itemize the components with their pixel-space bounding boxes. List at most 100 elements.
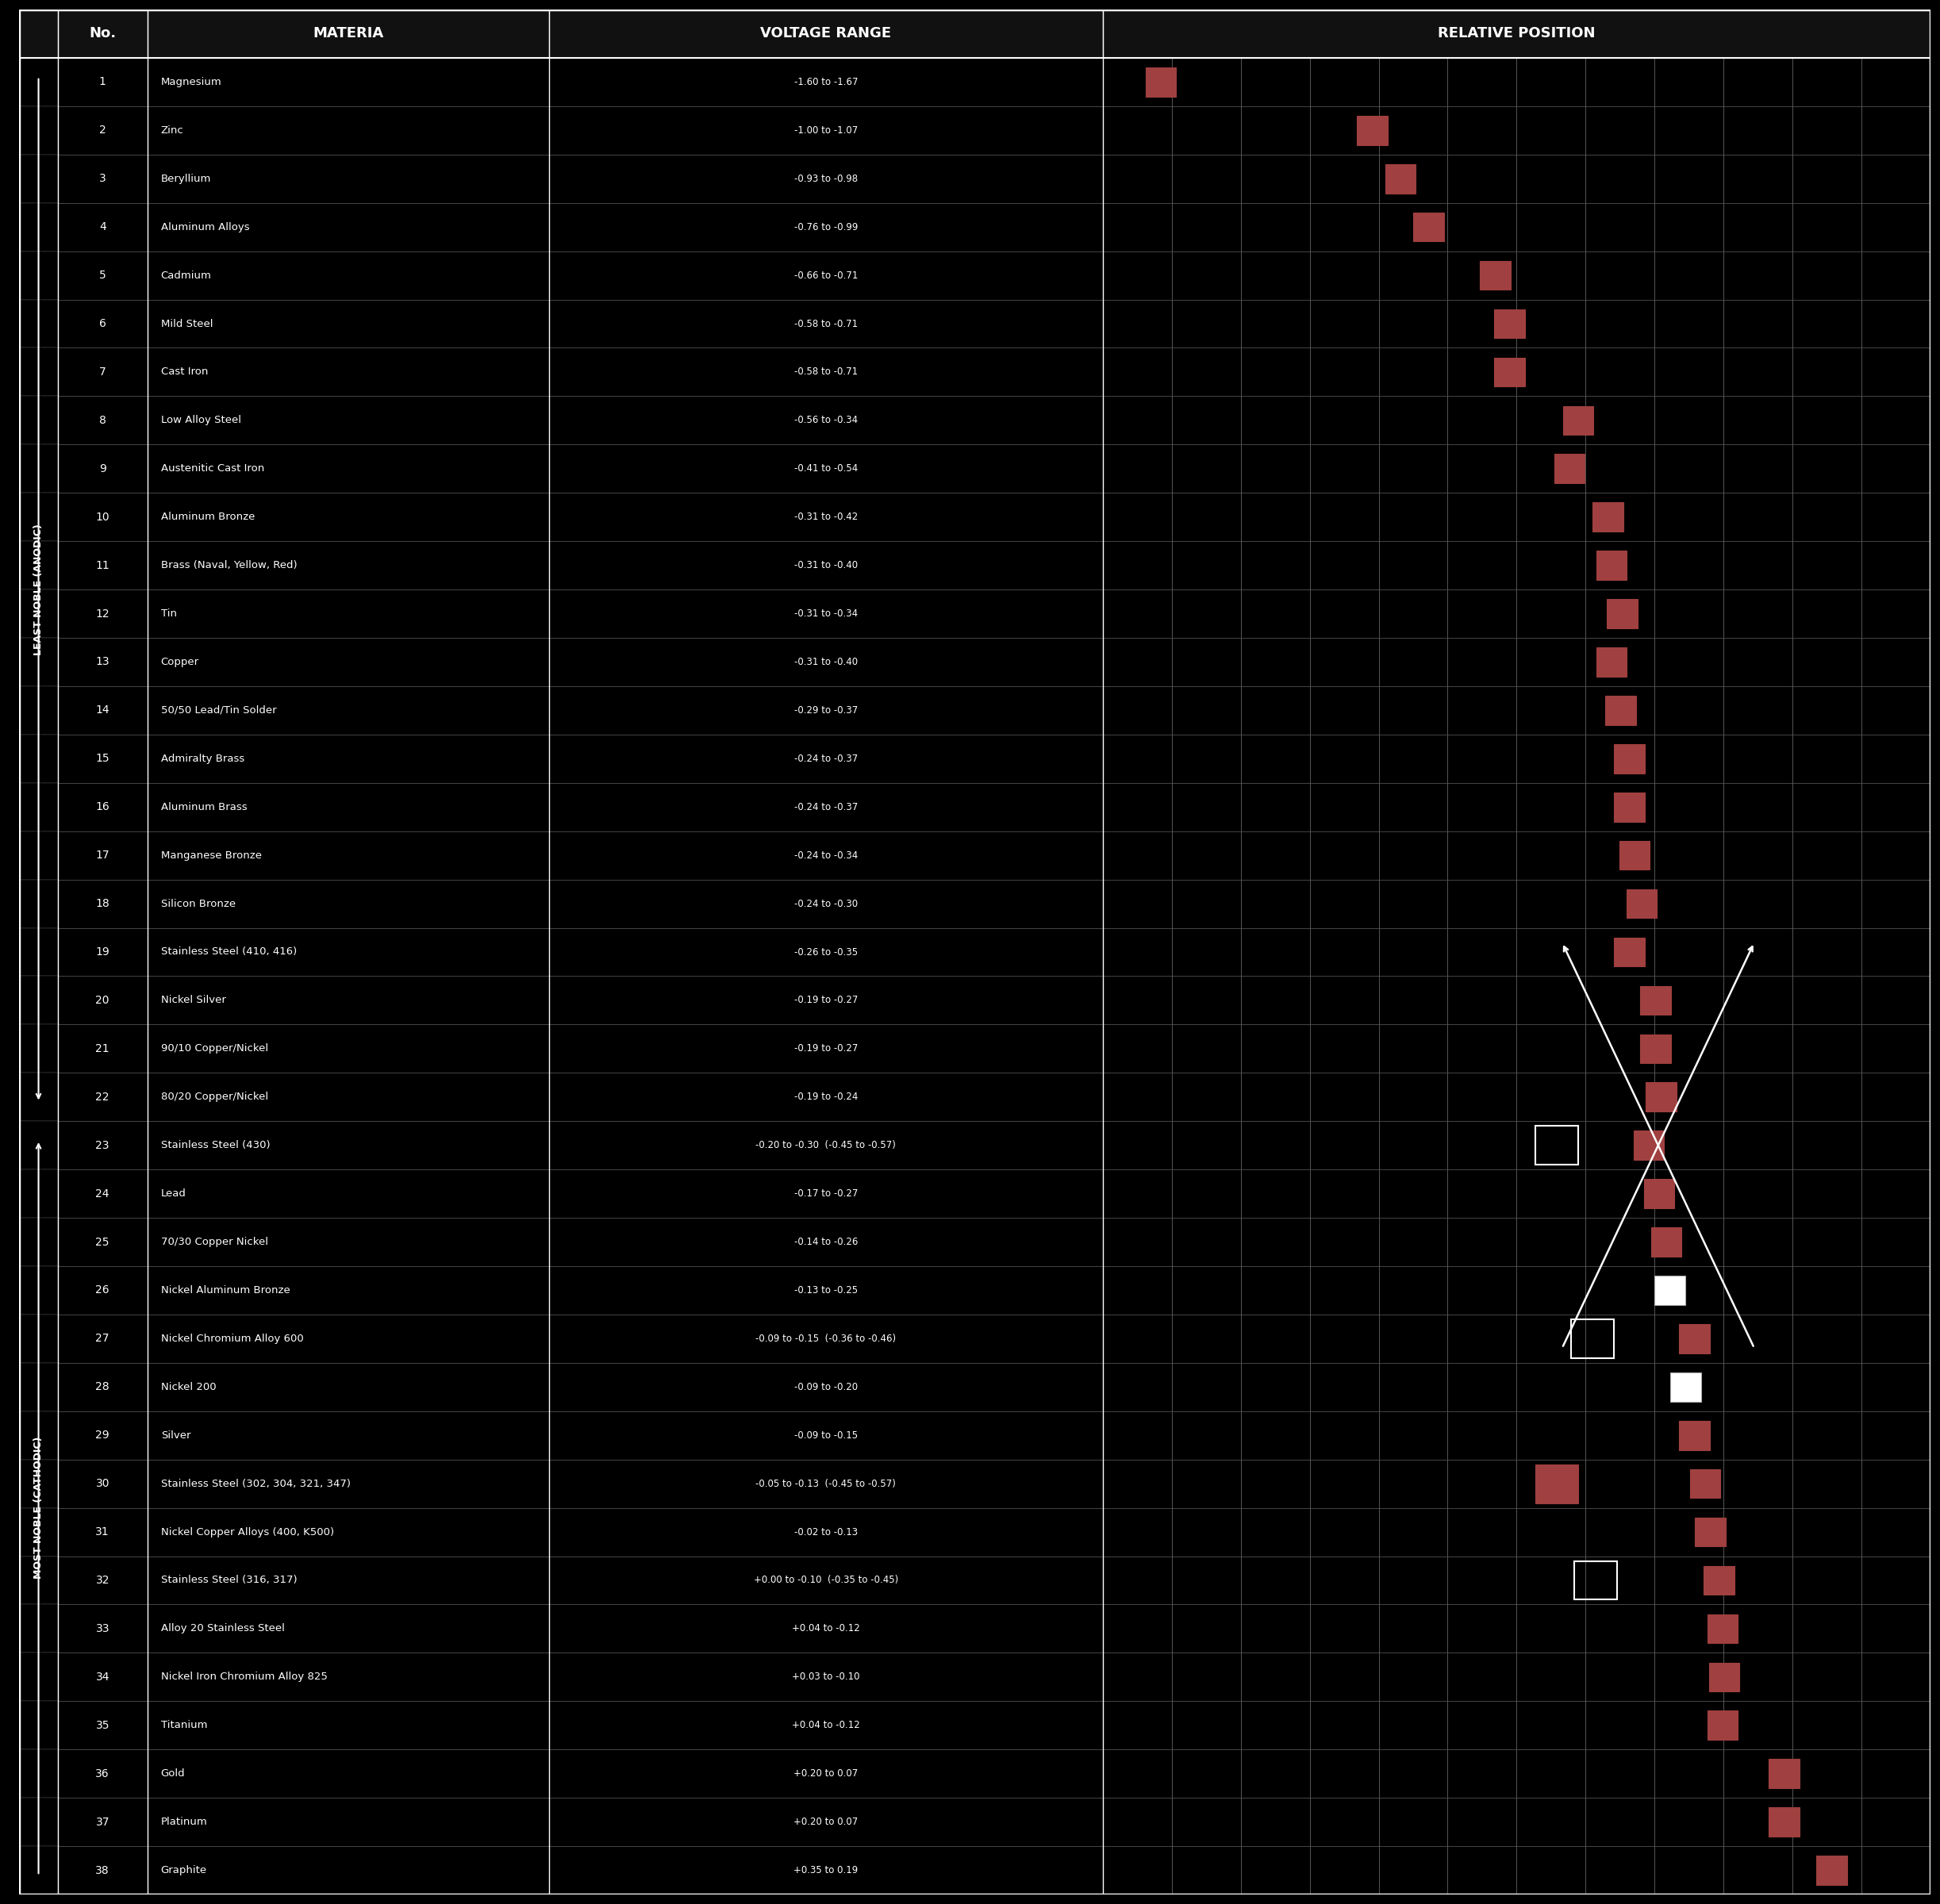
Bar <box>549 1219 1102 1266</box>
Bar <box>1597 647 1628 676</box>
Text: 24: 24 <box>95 1188 109 1200</box>
Text: LEAST NOBLE (ANODIC): LEAST NOBLE (ANODIC) <box>33 524 45 655</box>
Bar <box>19 1121 58 1894</box>
Bar <box>549 1556 1102 1605</box>
Bar <box>549 1024 1102 1072</box>
Text: 2: 2 <box>99 126 107 135</box>
Bar <box>549 783 1102 832</box>
Text: Nickel Chromium Alloy 600: Nickel Chromium Alloy 600 <box>161 1333 303 1344</box>
Bar <box>147 154 549 204</box>
Text: Aluminum Bronze: Aluminum Bronze <box>161 512 254 522</box>
Bar <box>549 1121 1102 1169</box>
Bar <box>549 685 1102 735</box>
Bar <box>1102 1750 1930 1797</box>
Bar <box>147 204 549 251</box>
Bar <box>549 10 1102 57</box>
Bar <box>1651 1228 1682 1257</box>
Bar <box>549 444 1102 493</box>
Bar <box>549 1266 1102 1314</box>
Text: -0.13 to -0.25: -0.13 to -0.25 <box>793 1285 857 1295</box>
Bar <box>1102 299 1930 348</box>
Text: 30: 30 <box>95 1478 109 1489</box>
Bar <box>549 154 1102 204</box>
Bar <box>1147 67 1176 97</box>
Bar <box>1620 842 1649 870</box>
Text: -0.24 to -0.34: -0.24 to -0.34 <box>793 851 857 861</box>
Bar <box>1102 493 1930 541</box>
Text: 18: 18 <box>95 899 109 910</box>
Bar <box>19 1797 58 1847</box>
Bar <box>58 107 147 154</box>
Bar <box>1614 744 1645 773</box>
Bar <box>147 1508 549 1556</box>
Text: -0.09 to -0.15  (-0.36 to -0.46): -0.09 to -0.15 (-0.36 to -0.46) <box>755 1333 896 1344</box>
Text: Silicon Bronze: Silicon Bronze <box>161 899 235 908</box>
Text: Titanium: Titanium <box>161 1719 208 1731</box>
Bar <box>147 590 549 638</box>
Bar <box>147 832 549 880</box>
Bar <box>19 348 58 396</box>
Text: +0.20 to 0.07: +0.20 to 0.07 <box>793 1816 857 1828</box>
Text: -0.19 to -0.27: -0.19 to -0.27 <box>793 996 857 1005</box>
Bar <box>1643 1179 1674 1209</box>
Bar <box>58 541 147 590</box>
Bar <box>19 57 58 1121</box>
Text: -0.31 to -0.34: -0.31 to -0.34 <box>793 609 857 619</box>
Bar <box>147 1024 549 1072</box>
Text: Manganese Bronze: Manganese Bronze <box>161 851 262 861</box>
Bar <box>1564 406 1593 434</box>
Bar <box>147 1847 549 1894</box>
Text: +0.20 to 0.07: +0.20 to 0.07 <box>793 1769 857 1778</box>
Text: -0.66 to -0.71: -0.66 to -0.71 <box>793 270 857 280</box>
Text: -0.26 to -0.35: -0.26 to -0.35 <box>793 946 857 958</box>
Text: 14: 14 <box>95 704 109 716</box>
Bar <box>549 396 1102 444</box>
Bar <box>58 1169 147 1219</box>
Bar <box>58 493 147 541</box>
Bar <box>1385 164 1416 192</box>
Bar <box>19 1605 58 1653</box>
Bar <box>147 1121 549 1169</box>
Bar <box>549 57 1102 107</box>
Bar <box>19 1219 58 1266</box>
Bar <box>58 396 147 444</box>
Text: Stainless Steel (316, 317): Stainless Steel (316, 317) <box>161 1575 297 1586</box>
Bar <box>58 1797 147 1847</box>
Bar <box>549 1508 1102 1556</box>
Bar <box>19 590 58 638</box>
Bar <box>549 927 1102 977</box>
Text: Tin: Tin <box>161 609 177 619</box>
Bar <box>1102 541 1930 590</box>
Bar <box>1102 1700 1930 1750</box>
Bar <box>19 927 58 977</box>
Bar <box>147 1653 549 1700</box>
Text: 28: 28 <box>95 1382 109 1392</box>
Bar <box>19 1072 58 1121</box>
Bar <box>1593 503 1624 531</box>
Text: 5: 5 <box>99 270 107 282</box>
Bar <box>1102 1072 1930 1121</box>
Text: Stainless Steel (410, 416): Stainless Steel (410, 416) <box>161 946 297 958</box>
Bar <box>147 444 549 493</box>
Bar <box>549 1411 1102 1460</box>
Bar <box>1102 1797 1930 1847</box>
Bar <box>1102 927 1930 977</box>
Text: Silver: Silver <box>161 1430 190 1441</box>
Text: 50/50 Lead/Tin Solder: 50/50 Lead/Tin Solder <box>161 704 275 716</box>
Bar <box>1707 1712 1738 1740</box>
Bar <box>549 107 1102 154</box>
Bar <box>147 977 549 1024</box>
Text: 26: 26 <box>95 1285 109 1297</box>
Bar <box>19 783 58 832</box>
Text: -0.31 to -0.40: -0.31 to -0.40 <box>793 657 857 666</box>
Bar <box>1680 1323 1709 1354</box>
Bar <box>147 685 549 735</box>
Bar <box>1102 396 1930 444</box>
Bar <box>1102 977 1930 1024</box>
Text: 3: 3 <box>99 173 107 185</box>
Bar <box>147 348 549 396</box>
Text: 32: 32 <box>95 1575 109 1586</box>
Text: -0.14 to -0.26: -0.14 to -0.26 <box>793 1238 857 1247</box>
Bar <box>147 541 549 590</box>
Text: -0.05 to -0.13  (-0.45 to -0.57): -0.05 to -0.13 (-0.45 to -0.57) <box>755 1479 896 1489</box>
